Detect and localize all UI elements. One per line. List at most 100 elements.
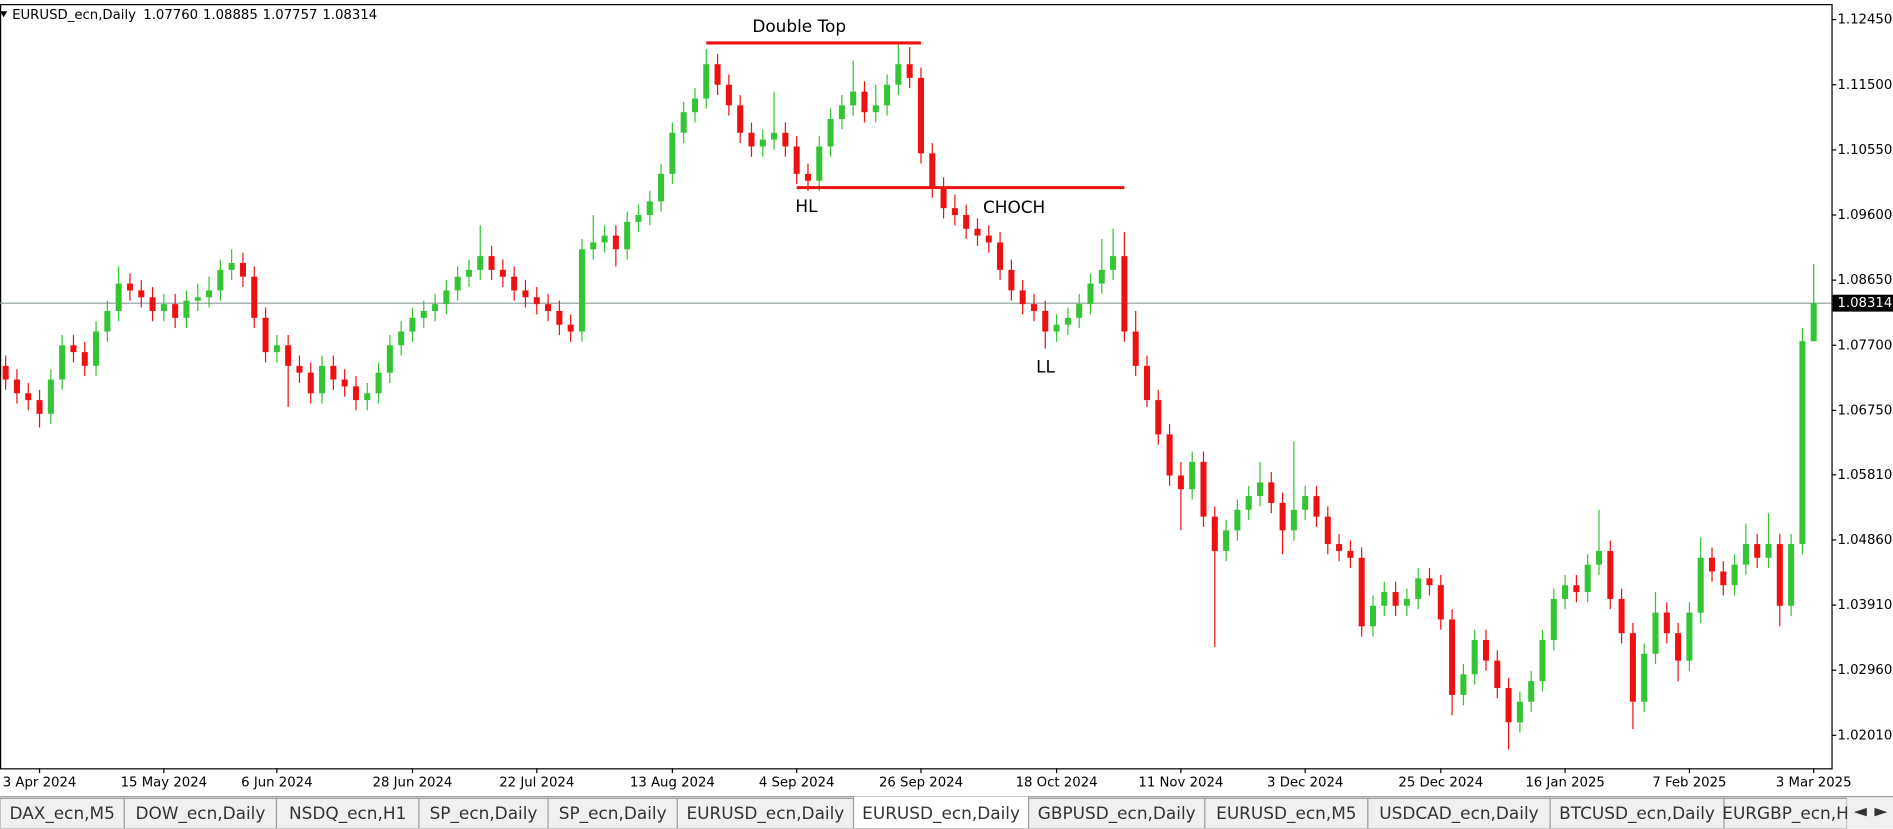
candle-body [646, 201, 653, 216]
candle-body [1708, 557, 1716, 572]
candle-body [1098, 269, 1105, 284]
tab-scroll-left[interactable]: ◄ [1854, 801, 1867, 821]
candle-body [1030, 304, 1038, 311]
x-tick-label: 26 Sep 2024 [879, 776, 963, 791]
candle-body [1720, 571, 1727, 586]
candle-body [1223, 530, 1230, 551]
candle-body [1663, 612, 1670, 634]
tab-label[interactable]: BTCUSD_ecn,Daily [1559, 803, 1715, 824]
candle-body [217, 269, 224, 291]
candle-body [725, 84, 732, 106]
candle-body [771, 132, 778, 140]
candle-body [658, 173, 665, 202]
candle-body [1776, 544, 1783, 606]
x-tick-label: 3 Apr 2024 [3, 776, 77, 791]
candle-body [816, 146, 823, 181]
tab[interactable] [676, 797, 855, 829]
candle-body [228, 262, 235, 270]
candle-body [138, 290, 145, 298]
candle-body [183, 300, 190, 318]
header-low: 1.07757 [263, 8, 318, 23]
tab[interactable] [547, 797, 678, 829]
tab-label[interactable]: NSDQ_ecn,H1 [289, 803, 406, 824]
tab[interactable] [1204, 797, 1369, 829]
candle-body [172, 304, 179, 318]
tab-label[interactable]: EURUSD_ecn,Daily [687, 803, 845, 824]
candle-body [1392, 592, 1399, 606]
tab-label[interactable]: EURUSD_ecn,M5 [1216, 803, 1356, 824]
candle-body [352, 386, 359, 401]
candle-body [488, 256, 495, 270]
tab-scroll-right[interactable]: ► [1874, 801, 1887, 821]
candle-body [974, 228, 981, 236]
y-tick-label: 1.11500 [1837, 78, 1892, 93]
x-tick-label: 4 Sep 2024 [759, 776, 835, 791]
candle-body [194, 297, 201, 301]
candle-body [1290, 509, 1297, 531]
tab[interactable] [1723, 797, 1848, 829]
y-tick-label: 1.05810 [1837, 468, 1892, 483]
tab[interactable] [275, 797, 420, 829]
tab-label[interactable]: DAX_ecn,M5 [9, 803, 114, 824]
candle-body [929, 153, 936, 188]
candle-body [307, 372, 314, 394]
candle-body [1019, 290, 1026, 305]
candle-body [997, 242, 1004, 270]
candle-body [341, 379, 348, 387]
candle-body [126, 283, 133, 291]
candle-body [511, 276, 518, 291]
candle-body [36, 400, 43, 414]
candle-body [782, 132, 789, 147]
candle-body [669, 132, 676, 174]
tab-label[interactable]: SP_ecn,Daily [559, 803, 667, 824]
tab[interactable] [418, 797, 549, 829]
tab-label[interactable]: EURGBP_ecn,H [1722, 803, 1849, 824]
candle-body [1076, 304, 1083, 318]
candle-body [1482, 640, 1490, 661]
candle-body [1279, 502, 1286, 531]
candle-body [1155, 400, 1162, 435]
candle-body [624, 221, 631, 250]
candle-body [398, 331, 405, 346]
tab-label[interactable]: GBPUSD_ecn,Daily [1038, 803, 1196, 824]
tab[interactable] [0, 797, 125, 829]
y-tick-label: 1.08650 [1837, 273, 1892, 288]
x-tick-label: 15 May 2024 [121, 776, 208, 791]
annotation: Double Top [752, 16, 846, 36]
candle-body [556, 310, 563, 325]
candle-body [1799, 341, 1806, 545]
tab-label[interactable]: SP_ecn,Daily [430, 803, 538, 824]
candle-body [499, 269, 506, 277]
y-tick-label: 1.09600 [1837, 208, 1892, 223]
y-tick-label: 1.07700 [1837, 338, 1892, 353]
candle-body [1087, 283, 1094, 305]
candle-body [895, 64, 902, 85]
x-tick-label: 16 Jan 2025 [1525, 776, 1605, 791]
candle-body [1369, 605, 1377, 627]
tab-label[interactable]: DOW_ecn,Daily [135, 803, 265, 824]
candle-body [1573, 585, 1580, 593]
candle-body [1471, 640, 1478, 675]
candle-body [737, 105, 744, 133]
header-icon [0, 11, 8, 18]
candle-body [838, 105, 845, 120]
tab[interactable] [1367, 797, 1551, 829]
candle-body [578, 249, 585, 332]
candle-body [1110, 256, 1117, 270]
candle-body [206, 290, 213, 298]
tab[interactable] [1027, 797, 1206, 829]
tab[interactable] [1549, 797, 1725, 829]
candle-body [635, 215, 642, 222]
candle-body [1177, 475, 1184, 490]
plot-frame [0, 4, 1833, 770]
tab-label[interactable]: USDCAD_ecn,Daily [1379, 803, 1538, 824]
candle-body [1358, 557, 1365, 627]
candle-body [1132, 331, 1139, 366]
candle-body [917, 77, 924, 154]
tab-label[interactable]: EURUSD_ecn,Daily [862, 803, 1020, 824]
candle-body [1143, 365, 1151, 401]
candle-body [1064, 317, 1071, 325]
candle-body [1618, 598, 1625, 634]
candle-body [884, 84, 891, 106]
x-tick-label: 22 Jul 2024 [499, 776, 574, 791]
